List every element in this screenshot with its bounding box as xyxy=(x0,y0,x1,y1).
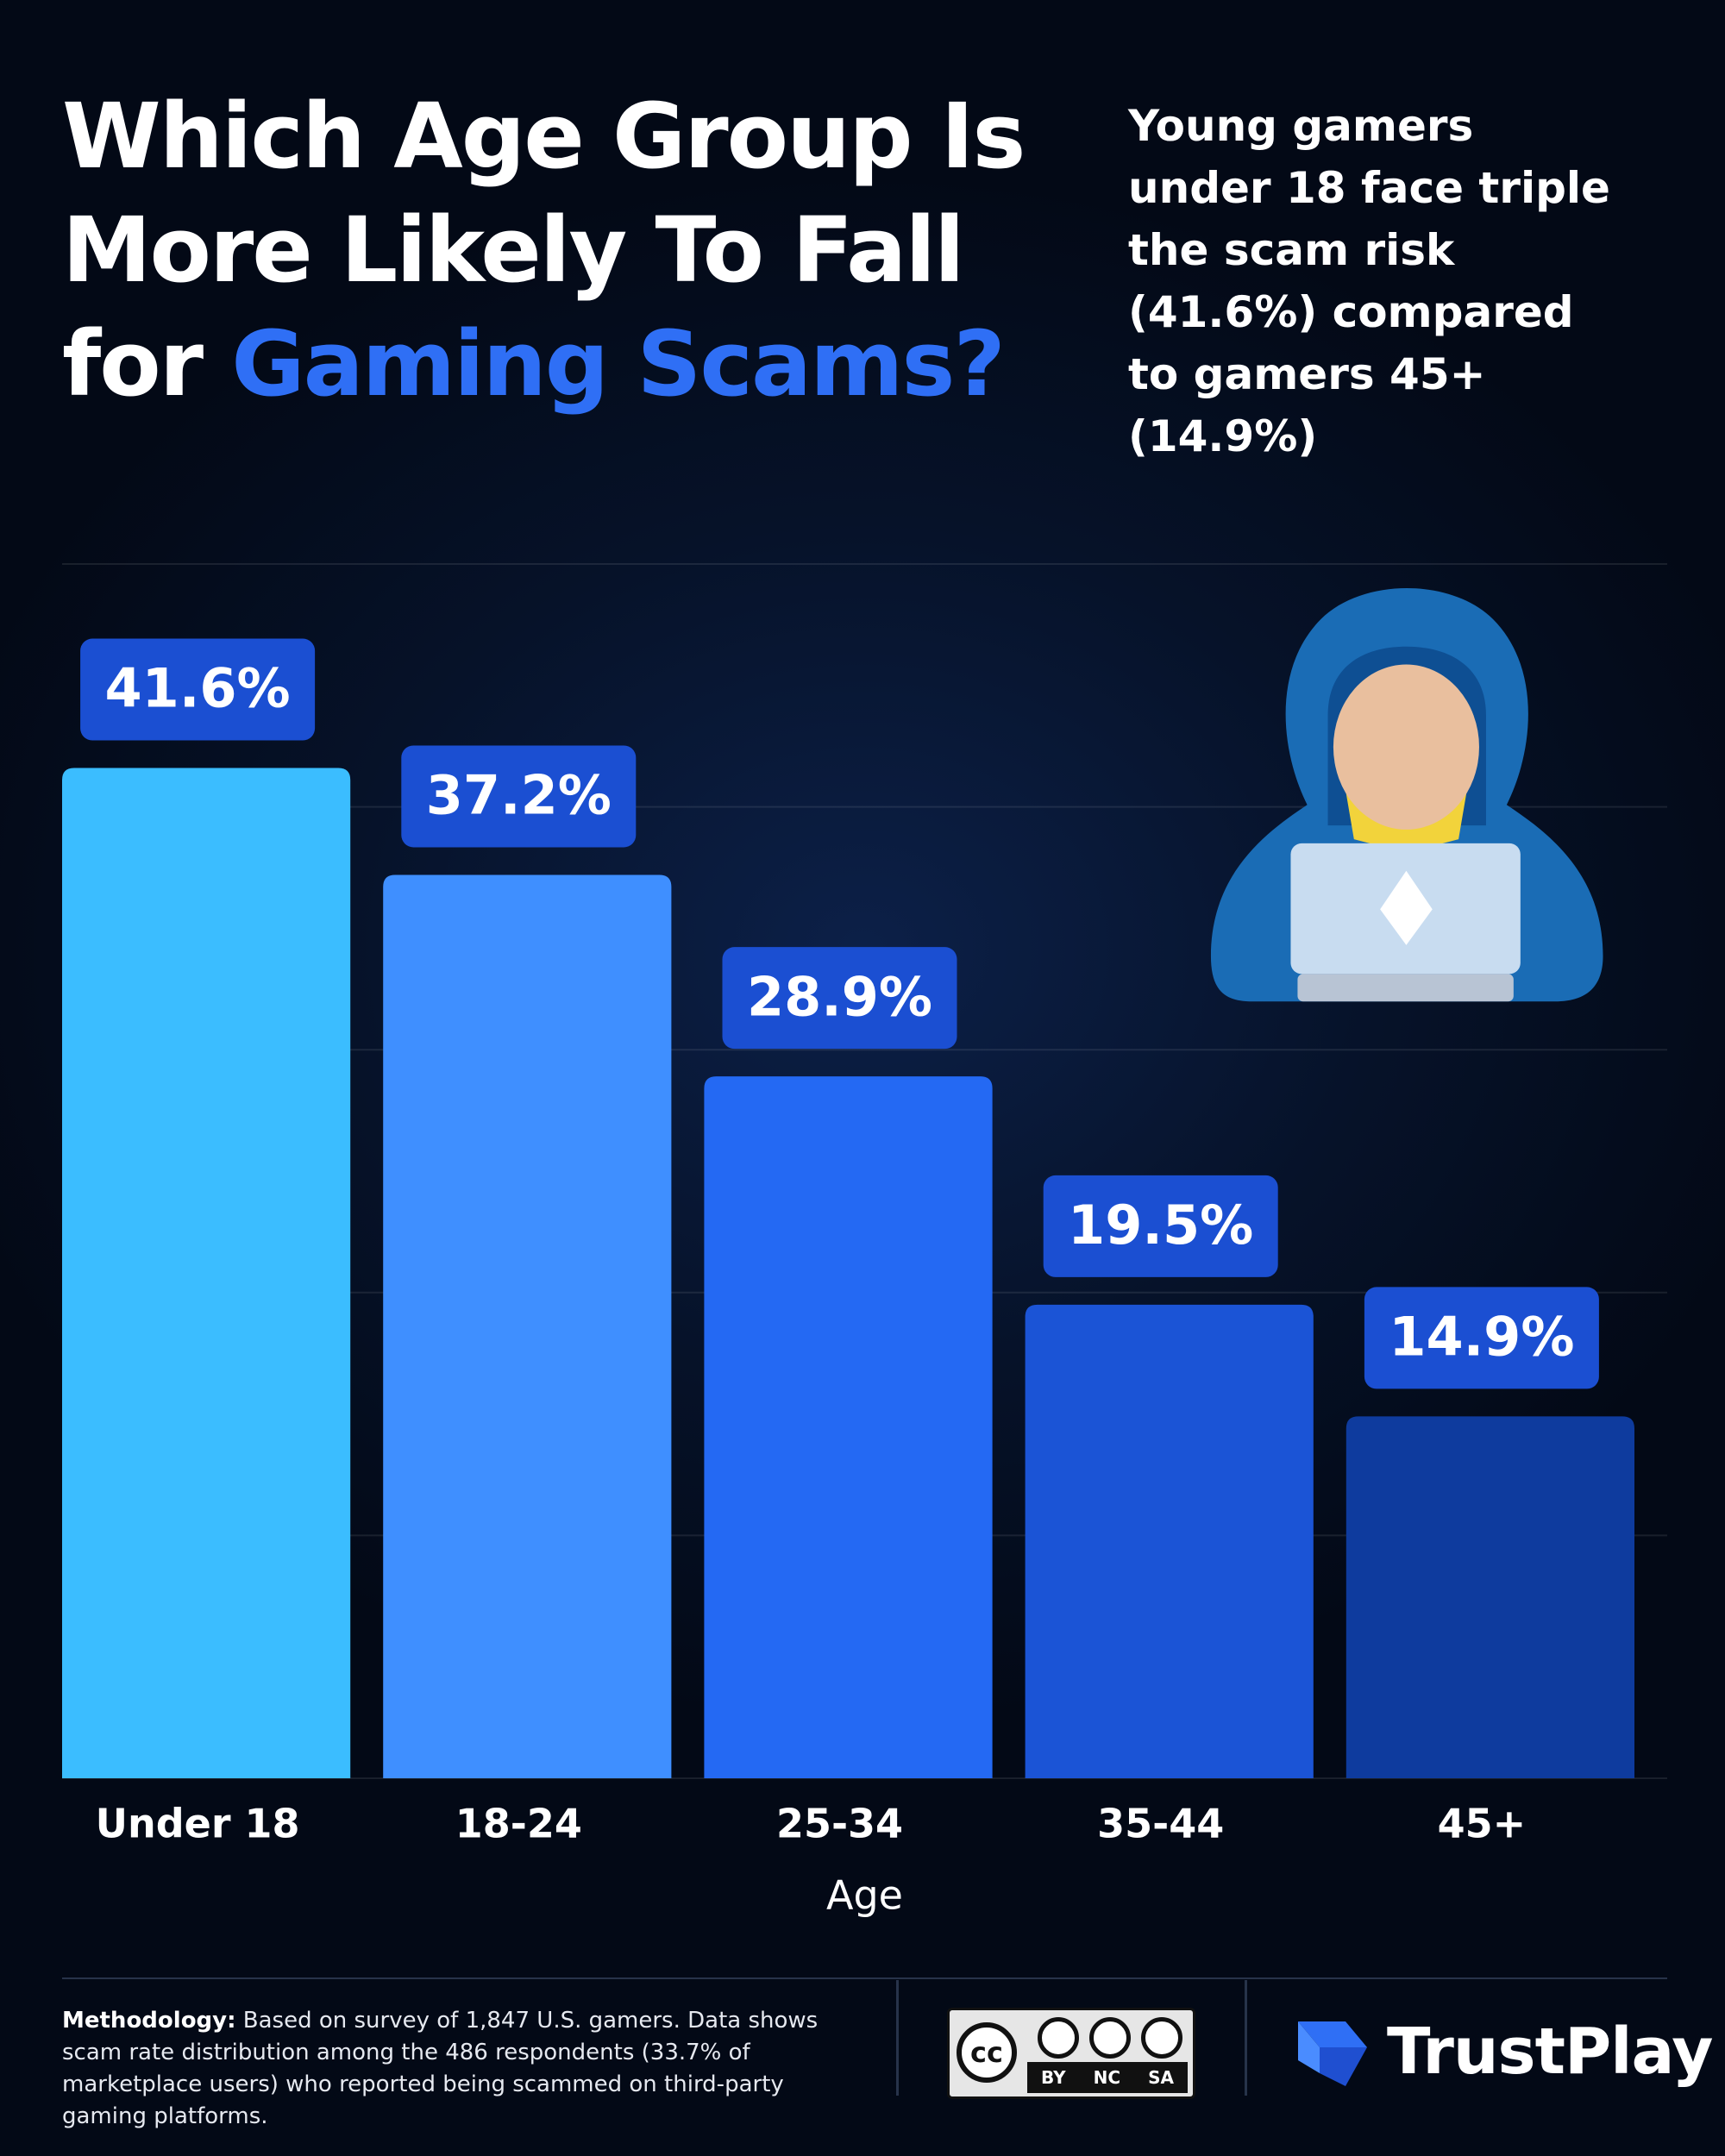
license-term: NC xyxy=(1093,2067,1121,2088)
value-label: 19.5% xyxy=(1068,1194,1253,1257)
chart: 41.6% Under 18 37.2% 18-24 28.9% 25-34 19.5% 35… xyxy=(62,587,1634,1919)
license-terms: BY NC SA xyxy=(1027,2062,1188,2093)
brand-name: TrustPlay xyxy=(1387,2015,1713,2089)
divider xyxy=(896,1980,899,2096)
license-badge: cc BY NC SA xyxy=(947,2008,1195,2099)
value-label-box xyxy=(1043,1175,1278,1277)
value-label-box xyxy=(80,638,316,741)
brand-logo xyxy=(1298,2021,1367,2086)
license-icon xyxy=(1141,2017,1182,2059)
divider xyxy=(62,1977,1667,1979)
title-line: Which Age Group Is xyxy=(62,84,1026,189)
value-label: 41.6% xyxy=(105,657,291,720)
bar xyxy=(704,1076,993,1778)
title-highlight: Gaming Scams? xyxy=(231,311,1006,417)
license-cc: cc xyxy=(957,2022,1017,2083)
bar xyxy=(1025,1304,1314,1778)
title: Which Age Group Is More Likely To Fall f… xyxy=(62,79,1026,421)
license-icon xyxy=(1089,2017,1131,2059)
x-tick-label: 18-24 xyxy=(455,1801,582,1847)
value-label: 14.9% xyxy=(1389,1306,1574,1369)
title-text: for xyxy=(62,311,204,417)
x-tick-label: 35-44 xyxy=(1097,1801,1224,1847)
divider xyxy=(1245,1980,1247,2096)
title-line: for Gaming Scams? xyxy=(62,307,1024,421)
license-strip xyxy=(1027,2062,1188,2093)
laptop-logo xyxy=(1380,870,1433,945)
value-label-box xyxy=(1364,1287,1599,1389)
hacker-illustration xyxy=(1210,587,1603,1002)
x-tick-label: 25-34 xyxy=(776,1801,903,1847)
methodology-label: Methodology: xyxy=(62,2008,236,2034)
x-tick-label: 45+ xyxy=(1438,1801,1527,1847)
laptop-base xyxy=(1297,974,1514,1002)
value-label-box xyxy=(401,745,637,848)
license-term: SA xyxy=(1148,2067,1174,2088)
methodology: Methodology: Based on survey of 1,847 U.… xyxy=(62,2005,864,2133)
value-label: 37.2% xyxy=(426,764,612,827)
bar xyxy=(383,874,672,1778)
title-line: More Likely To Fall xyxy=(62,197,965,303)
x-axis-label: Age xyxy=(826,1872,903,1919)
value-label: 28.9% xyxy=(747,965,932,1028)
bars: 41.6% Under 18 37.2% 18-24 28.9% 25-34 19.5% 35… xyxy=(62,638,1634,1919)
annotation: Young gamers under 18 face triple the sc… xyxy=(1128,101,1610,461)
brand: TrustPlay xyxy=(1294,2013,1713,2090)
license-term: BY xyxy=(1041,2067,1066,2088)
bar xyxy=(1346,1416,1634,1778)
methodology-text: Based on survey of 1,847 U.S. gamers. Da… xyxy=(62,2008,819,2129)
bar xyxy=(62,768,351,1779)
license-icon xyxy=(1038,2017,1079,2059)
x-tick-label: Under 18 xyxy=(96,1801,300,1847)
value-label-box xyxy=(722,947,957,1050)
face xyxy=(1333,664,1479,830)
